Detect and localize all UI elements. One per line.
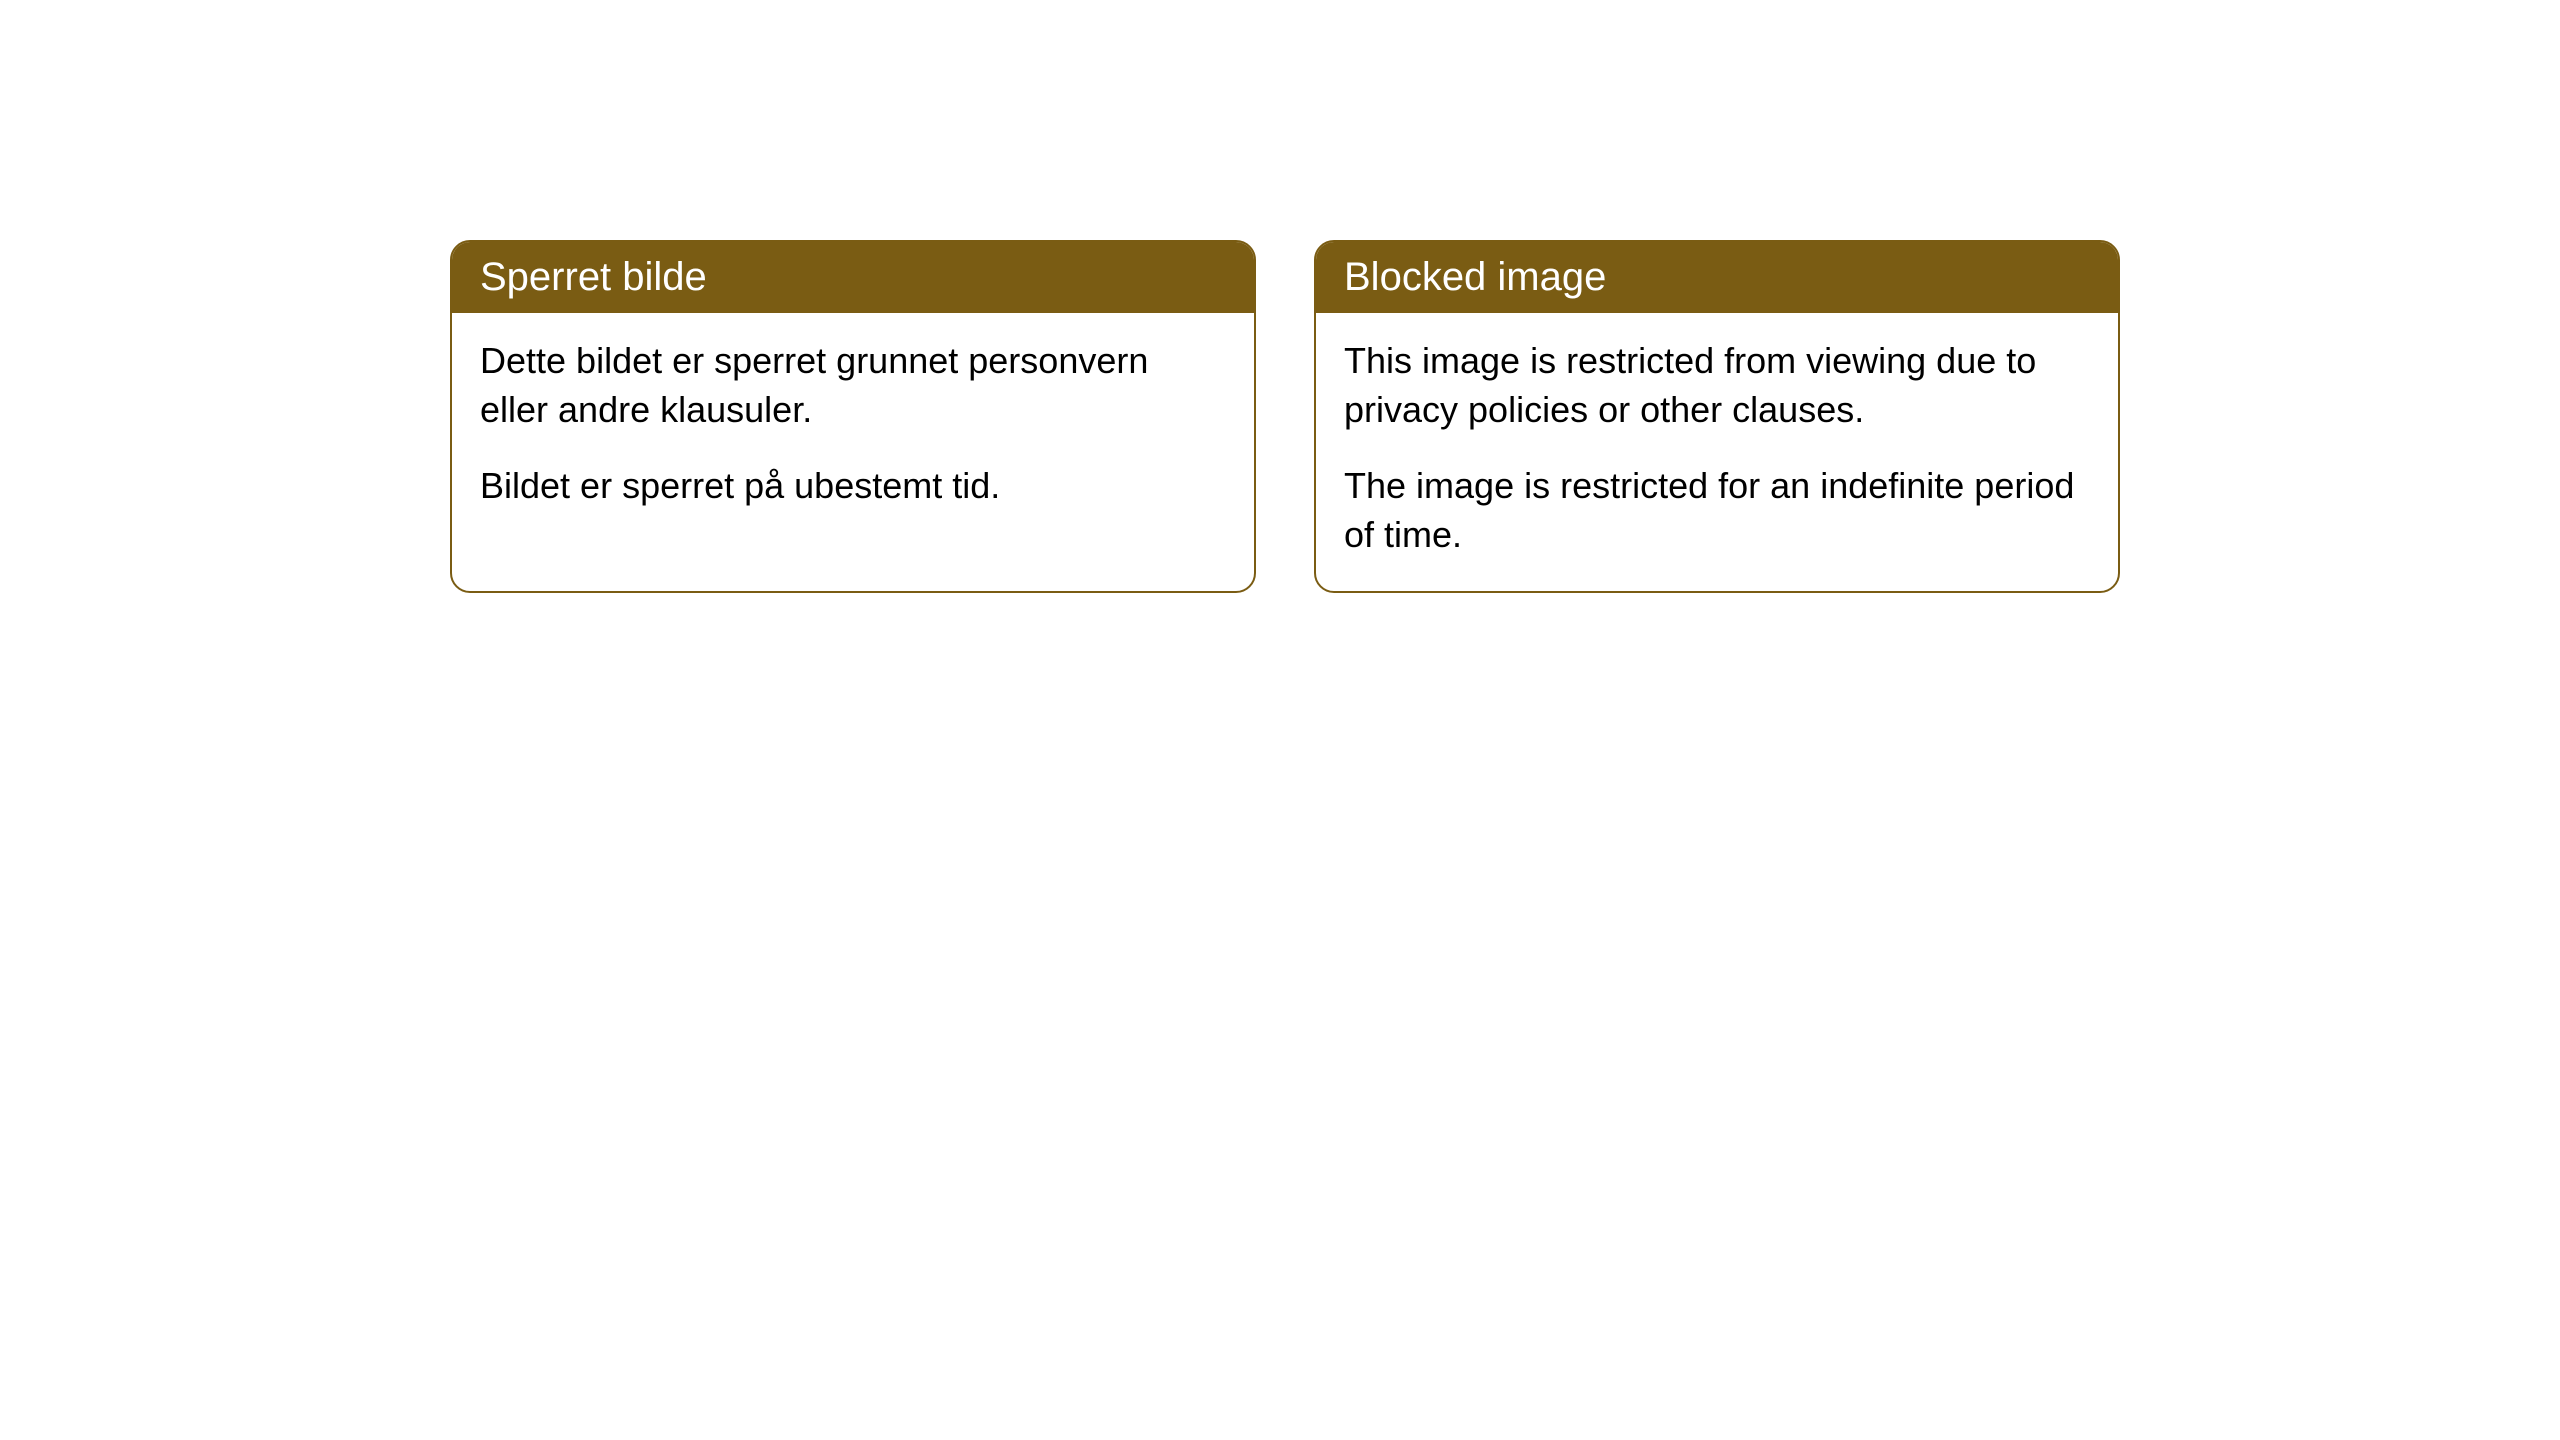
card-body: This image is restricted from viewing du… (1316, 313, 2118, 591)
card-paragraph: The image is restricted for an indefinit… (1344, 462, 2090, 559)
notice-cards-container: Sperret bilde Dette bildet er sperret gr… (450, 240, 2560, 593)
card-title: Sperret bilde (480, 255, 707, 299)
card-paragraph: Bildet er sperret på ubestemt tid. (480, 462, 1226, 511)
card-header: Sperret bilde (452, 242, 1254, 313)
card-title: Blocked image (1344, 255, 1606, 299)
card-body: Dette bildet er sperret grunnet personve… (452, 313, 1254, 543)
notice-card-english: Blocked image This image is restricted f… (1314, 240, 2120, 593)
card-paragraph: This image is restricted from viewing du… (1344, 337, 2090, 434)
card-paragraph: Dette bildet er sperret grunnet personve… (480, 337, 1226, 434)
notice-card-norwegian: Sperret bilde Dette bildet er sperret gr… (450, 240, 1256, 593)
card-header: Blocked image (1316, 242, 2118, 313)
